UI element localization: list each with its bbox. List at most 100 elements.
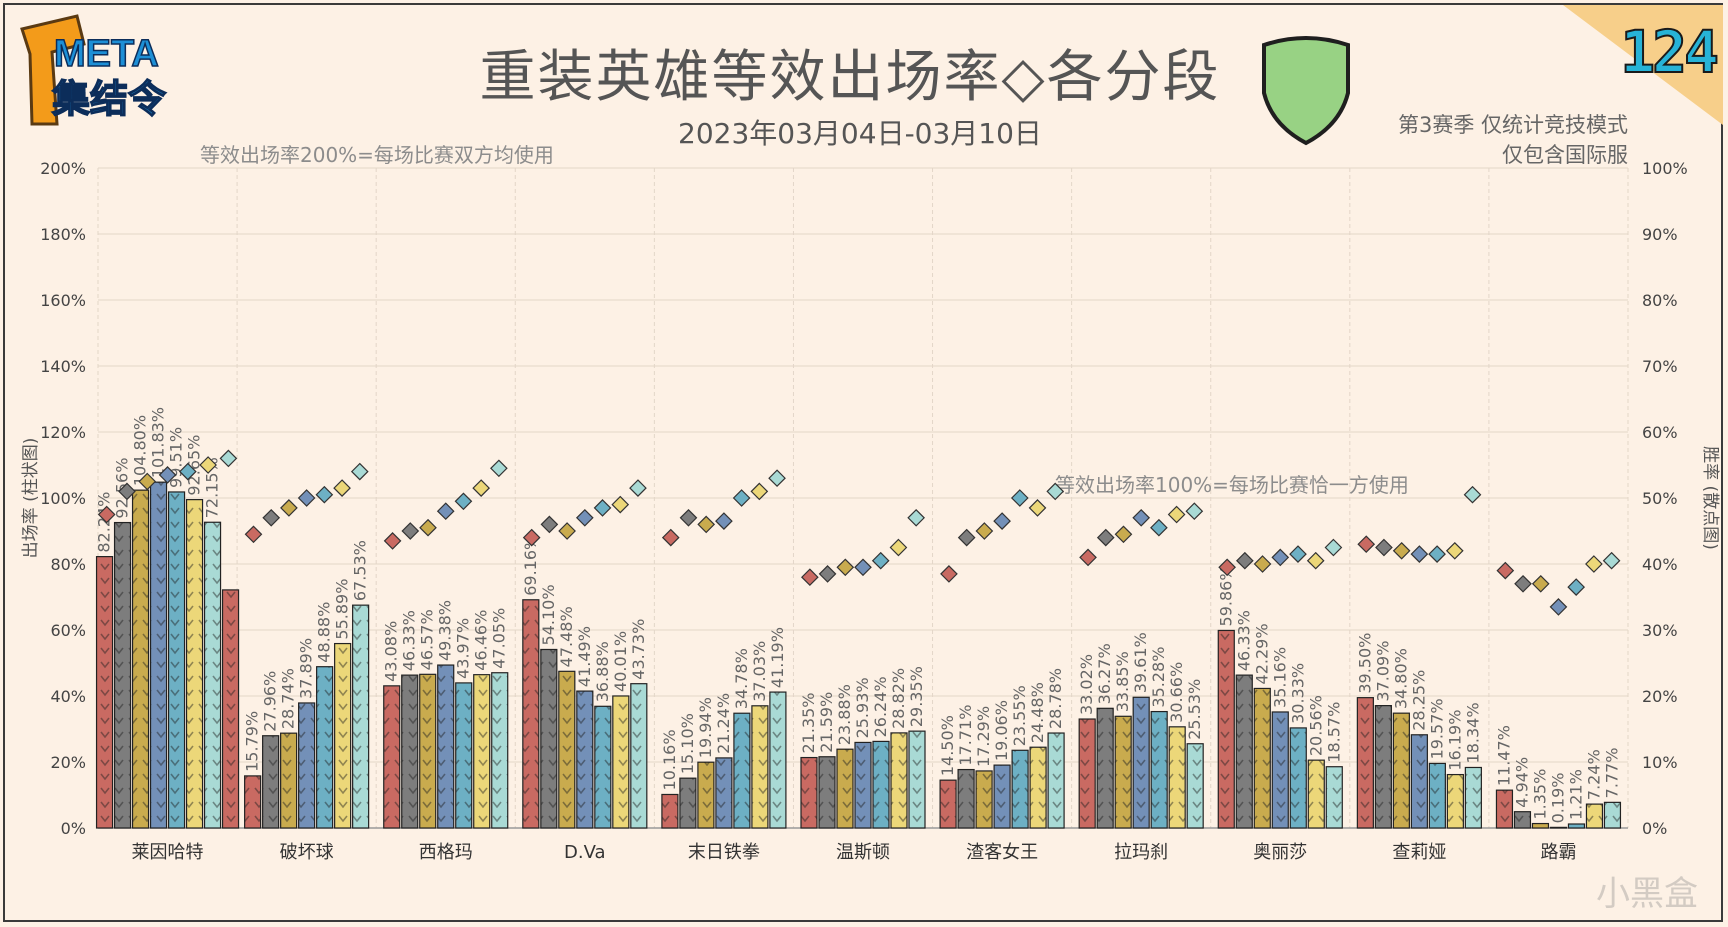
win-rate-point	[1132, 508, 1151, 527]
y-axis-title: 出场率 (柱状图)	[21, 438, 41, 559]
win-rate-point	[1253, 555, 1272, 573]
bar-pattern	[1079, 719, 1096, 828]
category-label: 渣客女王	[966, 842, 1038, 863]
y-tick-label: 20%	[50, 753, 86, 772]
bar-pattern	[819, 756, 835, 828]
win-rate-point	[801, 568, 819, 587]
bar-pattern	[473, 674, 490, 828]
data-label: 33.02%	[1077, 654, 1096, 715]
bar-pattern	[1326, 766, 1343, 828]
bar-pattern	[769, 692, 786, 828]
data-label: 37.09%	[1373, 641, 1392, 702]
win-rate-point	[1392, 541, 1411, 560]
bar-pattern	[1532, 823, 1549, 828]
corner-stripe	[1563, 5, 1723, 125]
y-tick-label: 80%	[50, 555, 86, 574]
bar-pattern	[455, 682, 472, 828]
bar-pattern	[1357, 697, 1374, 828]
bar-pattern	[1586, 804, 1603, 828]
bar-pattern	[1151, 711, 1168, 828]
bar-pattern	[1290, 727, 1307, 828]
win-rate-point	[940, 565, 958, 583]
win-rate-point	[611, 495, 630, 514]
data-label: 25.53%	[1185, 679, 1204, 740]
data-label: 0.19%	[1548, 773, 1567, 824]
win-rate-point	[97, 505, 116, 524]
bar-pattern	[1308, 760, 1325, 828]
data-label: 21.24%	[714, 693, 733, 754]
bar-pattern	[1012, 750, 1029, 828]
bar-pattern	[334, 643, 351, 828]
watermark: 小黑盒	[1596, 874, 1698, 914]
win-rate-point	[1549, 598, 1568, 616]
win-rate-point	[889, 538, 908, 557]
y2-tick-label: 60%	[1642, 423, 1678, 442]
win-rate-point	[629, 479, 647, 497]
bar-pattern	[940, 780, 957, 828]
y2-tick-label: 0%	[1642, 819, 1667, 838]
data-label: 33.85%	[1113, 651, 1132, 712]
data-label: 23.88%	[835, 684, 854, 745]
win-rate-point	[1289, 545, 1307, 563]
bar-pattern	[437, 665, 454, 828]
bar-pattern	[1236, 675, 1253, 828]
data-label: 36.88%	[593, 641, 612, 702]
category-label: 莱因哈特	[132, 842, 204, 863]
bar-pattern	[1514, 811, 1531, 828]
win-rate-point	[1167, 505, 1186, 524]
bar-pattern	[352, 605, 369, 828]
win-rate-point	[472, 479, 491, 497]
win-rate-point	[1046, 482, 1065, 501]
bar-pattern	[168, 491, 185, 828]
win-rate-point	[333, 479, 351, 497]
y-tick-label: 60%	[50, 621, 86, 640]
win-rate-point	[975, 522, 994, 540]
y-tick-label: 160%	[40, 291, 86, 310]
bar-pattern	[1604, 802, 1621, 828]
win-rate-point	[219, 449, 238, 468]
bar-pattern	[401, 675, 418, 828]
win-rate-point	[1028, 499, 1047, 517]
data-label: 34.78%	[732, 648, 751, 709]
bar-pattern	[1568, 824, 1585, 828]
bar-pattern	[994, 765, 1011, 828]
win-rate-point	[1410, 545, 1429, 563]
data-label: 46.33%	[1234, 610, 1253, 671]
bar-pattern	[909, 731, 925, 828]
y-tick-label: 200%	[40, 159, 86, 178]
category-label: 末日铁拳	[688, 842, 760, 863]
bar-pattern	[186, 499, 203, 828]
win-rate-point	[1096, 528, 1115, 547]
data-label: 36.27%	[1095, 643, 1114, 704]
bar-pattern	[1218, 630, 1235, 828]
bar-pattern	[661, 794, 678, 828]
issue-number: 124	[1619, 17, 1720, 87]
data-label: 54.10%	[539, 584, 558, 645]
bar-pattern	[1030, 747, 1047, 828]
meta-logo: META 集结令	[20, 14, 168, 126]
win-rate-point	[297, 489, 316, 507]
data-label: 37.03%	[750, 641, 769, 702]
win-rate-point	[697, 515, 716, 534]
win-rate-point	[1428, 545, 1446, 563]
bar-pattern	[244, 775, 261, 828]
win-rate-point	[871, 551, 890, 570]
data-label: 47.48%	[557, 606, 576, 667]
bar-pattern	[1169, 726, 1186, 828]
data-label: 47.05%	[490, 608, 509, 669]
data-label: 67.53%	[351, 540, 370, 601]
data-label: 41.19%	[768, 627, 787, 688]
data-label: 18.34%	[1463, 702, 1482, 763]
win-rate-point	[262, 508, 281, 527]
win-rate-point	[454, 492, 473, 511]
bar-pattern	[1447, 774, 1464, 828]
data-label: 41.49%	[575, 626, 594, 687]
win-rate-point	[1514, 574, 1532, 593]
bar-pattern	[697, 762, 714, 828]
bar-pattern	[679, 778, 696, 828]
bar-pattern	[1393, 713, 1410, 828]
y2-tick-label: 50%	[1642, 489, 1678, 508]
win-rate-point	[993, 512, 1011, 530]
bar-pattern	[491, 672, 508, 828]
data-label: 92.65%	[185, 435, 204, 496]
